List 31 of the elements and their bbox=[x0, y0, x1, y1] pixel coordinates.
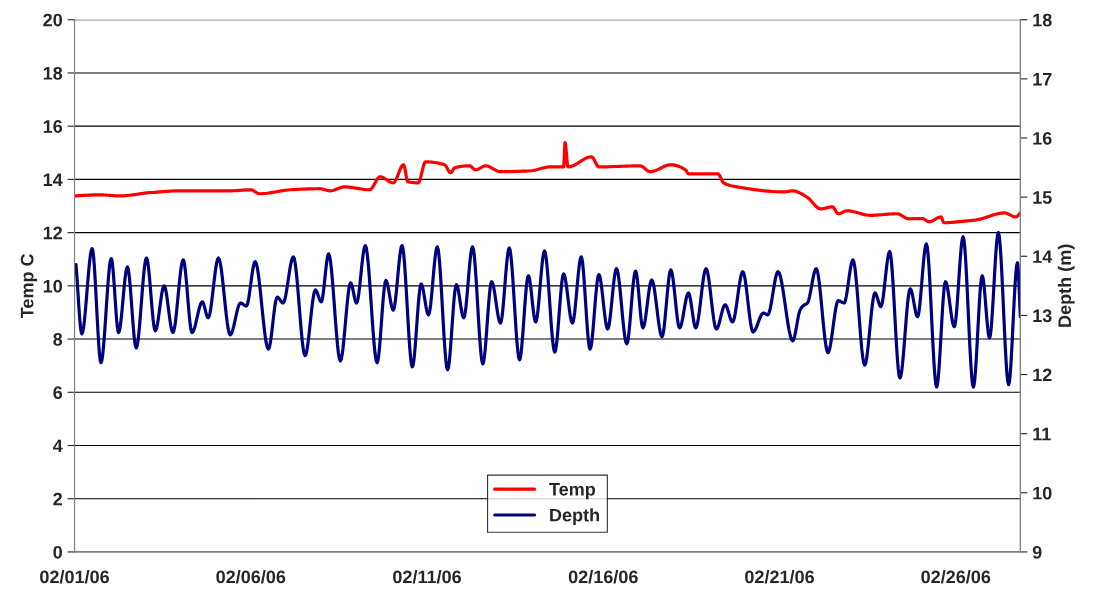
y-tick-label: 8 bbox=[53, 333, 63, 346]
y2-axis-title: Depth (m) bbox=[1057, 244, 1075, 327]
y-tick-label: 14 bbox=[43, 173, 63, 186]
y-tick-label: 10 bbox=[43, 279, 62, 293]
y2-tick-label: 11 bbox=[1033, 427, 1051, 441]
y2-tick-label: 17 bbox=[1033, 72, 1052, 86]
x-tick-label: 02/11/06 bbox=[393, 570, 462, 584]
y-tick-label: 12 bbox=[43, 226, 62, 240]
x-tick-label: 02/01/06 bbox=[40, 570, 110, 584]
y-tick-label: 18 bbox=[43, 66, 63, 80]
y2-tick-label: 16 bbox=[1033, 131, 1052, 145]
x-tick-label: 02/16/06 bbox=[568, 570, 638, 584]
x-tick-label: 02/06/06 bbox=[216, 570, 286, 584]
y2-tick-label: 18 bbox=[1033, 13, 1052, 27]
y2-tick-label: 13 bbox=[1033, 309, 1052, 323]
y-tick-label: 0 bbox=[53, 545, 62, 559]
y2-tick-label: 10 bbox=[1033, 486, 1052, 500]
y-tick-label: 16 bbox=[43, 120, 63, 133]
y-axis-title: Temp C bbox=[20, 253, 38, 319]
y-tick-label: 20 bbox=[43, 13, 62, 27]
y-tick-label: 4 bbox=[52, 439, 63, 453]
y2-tick-label: 9 bbox=[1032, 545, 1042, 559]
legend-label: Temp bbox=[549, 483, 596, 500]
y2-tick-label: 15 bbox=[1033, 191, 1052, 204]
y-tick-label: 2 bbox=[53, 492, 62, 506]
x-tick-label: 02/21/06 bbox=[745, 570, 814, 584]
y2-tick-label: 12 bbox=[1033, 368, 1052, 382]
y-tick-label: 6 bbox=[53, 386, 63, 400]
legend-label: Depth bbox=[550, 508, 599, 526]
x-tick-label: 02/26/06 bbox=[921, 570, 991, 584]
y2-tick-label: 14 bbox=[1033, 250, 1053, 263]
